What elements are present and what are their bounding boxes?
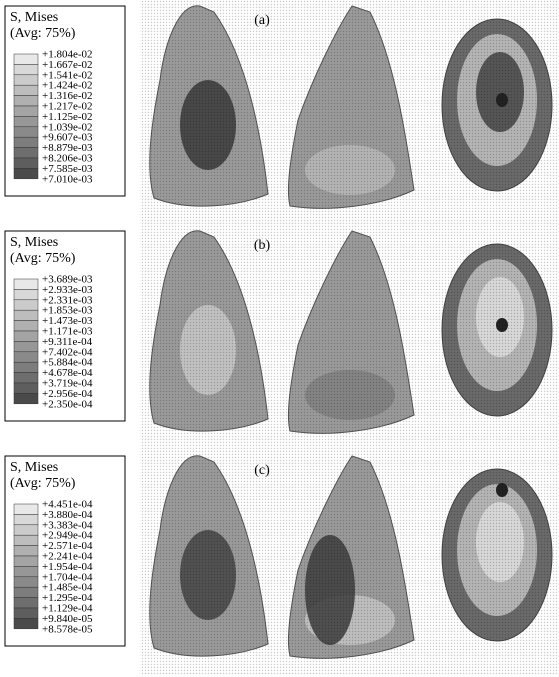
legend-swatch — [14, 96, 38, 106]
legend-swatch — [14, 598, 38, 608]
legend-subtitle: (Avg: 75%) — [10, 476, 76, 491]
legend-swatch — [14, 127, 38, 137]
legend-swatch — [14, 54, 38, 64]
legend-swatch — [14, 331, 38, 341]
figure: S, Mises(Avg: 75%)+1.804e-02+1.667e-02+1… — [0, 0, 559, 677]
legend-swatch — [14, 321, 38, 331]
legend-swatch — [14, 383, 38, 393]
legend-subtitle: (Avg: 75%) — [10, 251, 76, 266]
legend-swatch — [14, 75, 38, 85]
legend-swatch — [14, 168, 38, 178]
legend-swatch — [14, 64, 38, 74]
legend-swatch — [14, 587, 38, 597]
legend-swatch — [14, 556, 38, 566]
legend-swatch — [14, 310, 38, 320]
legend-value: +8.578e-05 — [42, 623, 93, 635]
legend-swatch — [14, 393, 38, 403]
panel: S, Mises(Avg: 75%)+3.689e-03+2.933e-03+2… — [5, 225, 559, 450]
legend-swatch — [14, 373, 38, 383]
panel: S, Mises(Avg: 75%)+4.451e-04+3.880e-04+3… — [5, 450, 559, 675]
legend-swatch — [14, 116, 38, 126]
legend-swatch — [14, 137, 38, 147]
legend-swatch — [14, 300, 38, 310]
legend-swatch — [14, 566, 38, 576]
legend-swatch — [14, 362, 38, 372]
legend-swatch — [14, 525, 38, 535]
legend-swatch — [14, 158, 38, 168]
legend-swatch — [14, 514, 38, 524]
legend-swatch — [14, 535, 38, 545]
panel: S, Mises(Avg: 75%)+1.804e-02+1.667e-02+1… — [5, 0, 559, 225]
legend-swatch — [14, 546, 38, 556]
legend-title: S, Mises — [10, 460, 58, 475]
legend-title: S, Mises — [10, 10, 58, 25]
legend-swatch — [14, 85, 38, 95]
legend-swatch — [14, 289, 38, 299]
legend-subtitle: (Avg: 75%) — [10, 26, 76, 41]
legend-swatch — [14, 279, 38, 289]
legend-swatch — [14, 608, 38, 618]
halftone — [140, 225, 559, 450]
legend-value: +2.350e-04 — [42, 398, 93, 410]
legend-value: +7.010e-03 — [42, 173, 93, 185]
legend-swatch — [14, 148, 38, 158]
legend-swatch — [14, 577, 38, 587]
legend-swatch — [14, 341, 38, 351]
halftone — [140, 0, 559, 225]
legend-swatch — [14, 618, 38, 628]
legend-swatch — [14, 504, 38, 514]
halftone — [140, 450, 559, 675]
legend-title: S, Mises — [10, 235, 58, 250]
legend-swatch — [14, 352, 38, 362]
legend-swatch — [14, 106, 38, 116]
